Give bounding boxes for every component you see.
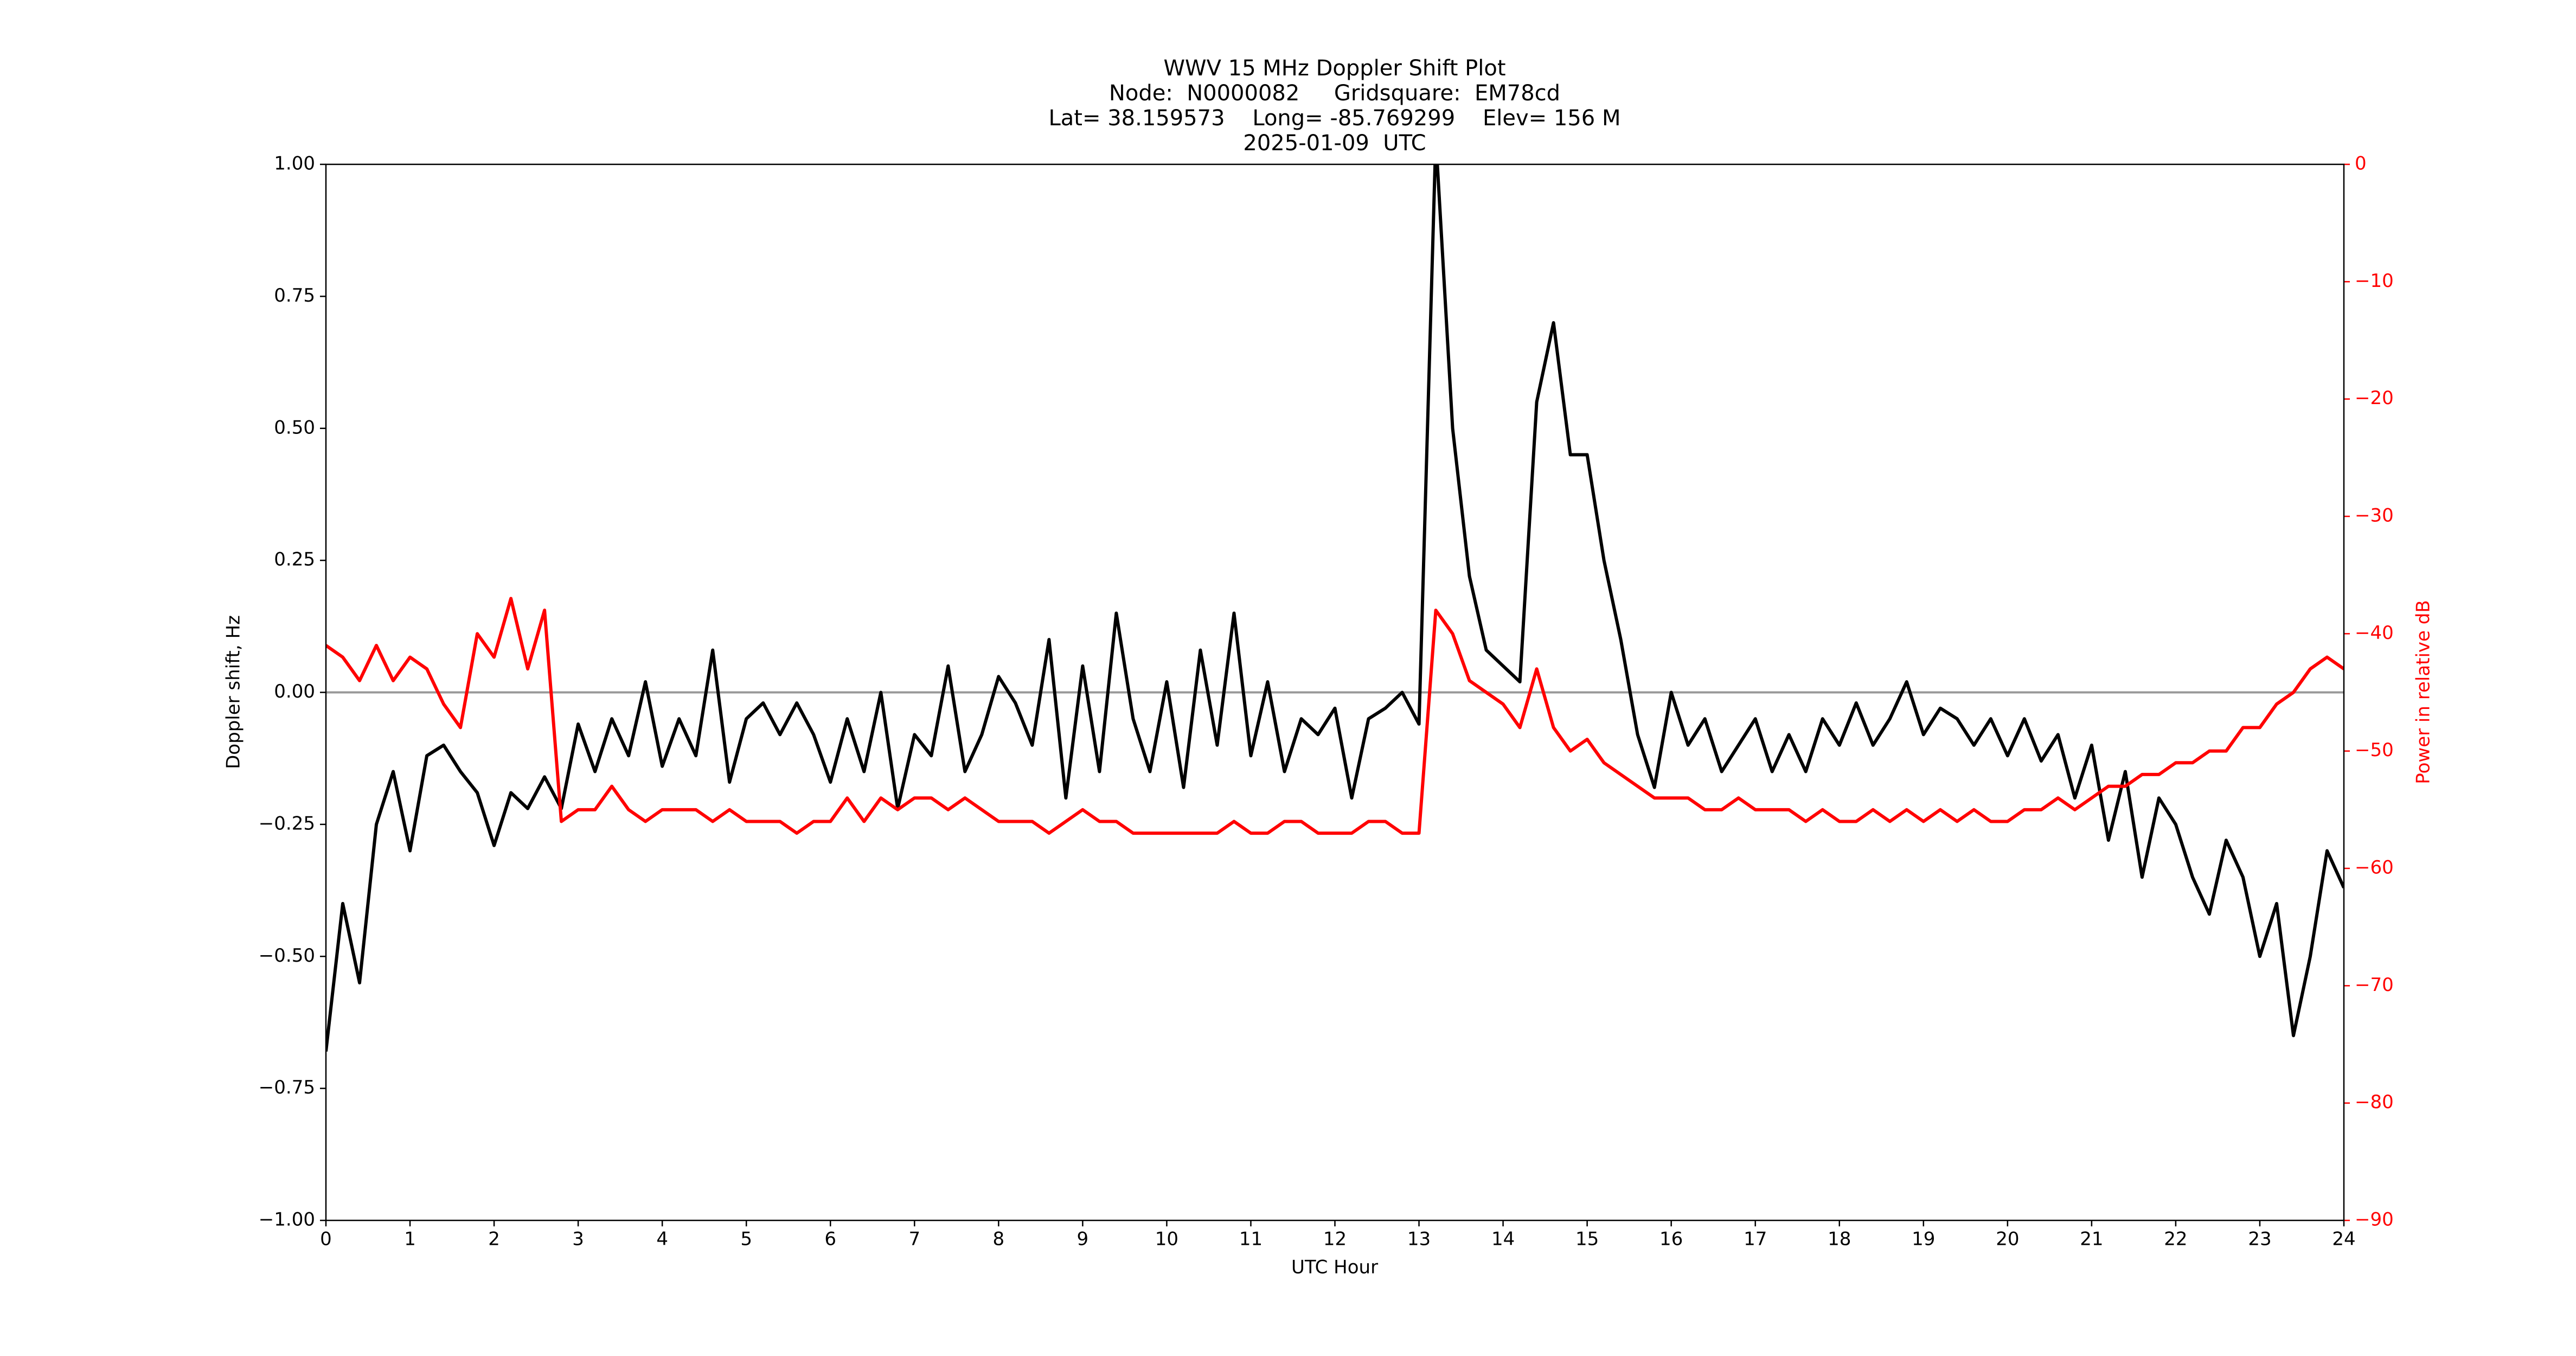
x-tick-label: 4 — [656, 1229, 668, 1250]
y2-tick-label: 0 — [2355, 153, 2367, 175]
x-tick-label: 0 — [320, 1229, 332, 1250]
x-tick-label: 17 — [1744, 1229, 1767, 1250]
x-tick-label: 11 — [1239, 1229, 1263, 1250]
y-tick-label: 0.00 — [274, 681, 315, 702]
x-tick-label: 12 — [1323, 1229, 1347, 1250]
y-tick-label: 0.50 — [274, 417, 315, 438]
y-tick-label: 0.25 — [274, 549, 315, 571]
y2-tick-label: −30 — [2355, 505, 2394, 527]
x-tick-label: 5 — [740, 1229, 752, 1250]
x-axis-label: UTC Hour — [1291, 1257, 1378, 1278]
y-tick-label: 1.00 — [274, 153, 315, 175]
x-tick-label: 21 — [2080, 1229, 2103, 1250]
y2-tick-label: −50 — [2355, 739, 2394, 761]
x-tick-label: 20 — [1996, 1229, 2019, 1250]
chart-subtitle: 2025-01-09 UTC — [1243, 131, 1426, 156]
y2-tick-label: −90 — [2355, 1209, 2394, 1231]
data-line — [326, 164, 2344, 1052]
x-tick-label: 16 — [1659, 1229, 1683, 1250]
x-tick-label: 8 — [993, 1229, 1005, 1250]
chart-subtitle: Lat= 38.159573 Long= -85.769299 Elev= 15… — [1049, 106, 1621, 131]
plot-frame — [325, 163, 2345, 1221]
y-tick-label: −0.50 — [259, 945, 315, 967]
y-tick-label: 0.75 — [274, 285, 315, 306]
x-tick-label: 9 — [1077, 1229, 1089, 1250]
y2-tick-label: −60 — [2355, 857, 2394, 879]
x-tick-label: 13 — [1407, 1229, 1431, 1250]
y2-tick-label: −20 — [2355, 387, 2394, 409]
x-tick-label: 7 — [908, 1229, 920, 1250]
y2-tick-label: −70 — [2355, 974, 2394, 996]
x-tick-label: 6 — [824, 1229, 836, 1250]
x-tick-label: 19 — [1912, 1229, 1935, 1250]
x-tick-label: 18 — [1828, 1229, 1851, 1250]
x-tick-label: 23 — [2248, 1229, 2271, 1250]
x-tick-label: 24 — [2332, 1229, 2355, 1250]
data-line — [326, 597, 2344, 835]
y-axis-label: Doppler shift, Hz — [223, 615, 245, 769]
x-tick-label: 2 — [488, 1229, 500, 1250]
y-tick-label: −0.25 — [259, 813, 315, 834]
x-tick-label: 15 — [1575, 1229, 1599, 1250]
x-tick-label: 14 — [1491, 1229, 1515, 1250]
y2-tick-label: −40 — [2355, 622, 2394, 644]
y-tick-label: −1.00 — [259, 1209, 315, 1231]
chart-subtitle: Node: N0000082 Gridsquare: EM78cd — [1109, 81, 1560, 106]
x-tick-label: 22 — [2164, 1229, 2187, 1250]
y2-axis-label: Power in relative dB — [2413, 600, 2434, 784]
chart-title: WWV 15 MHz Doppler Shift Plot — [1163, 56, 1505, 81]
x-tick-label: 1 — [404, 1229, 416, 1250]
y-tick-label: −0.75 — [259, 1077, 315, 1098]
x-tick-label: 3 — [572, 1229, 584, 1250]
y2-tick-label: −10 — [2355, 270, 2394, 292]
y2-tick-label: −80 — [2355, 1091, 2394, 1113]
x-tick-label: 10 — [1155, 1229, 1178, 1250]
